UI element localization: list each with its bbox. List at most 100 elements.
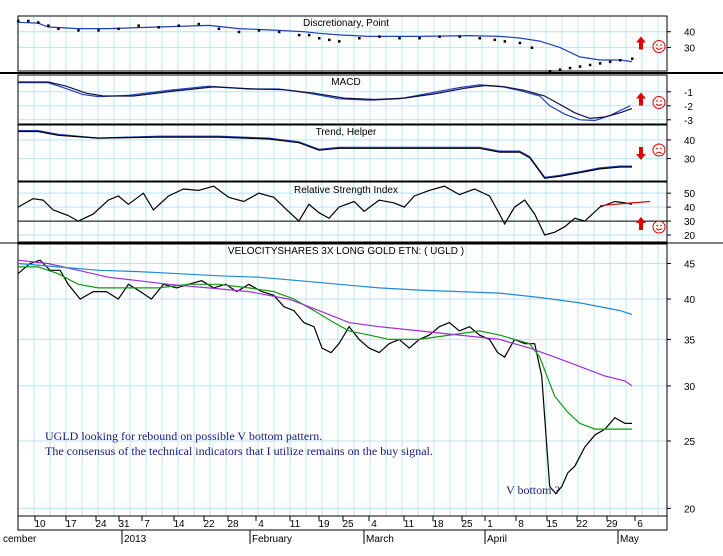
annotation-v-bottom: V bottom ? bbox=[506, 483, 560, 497]
data-point bbox=[17, 19, 20, 23]
x-month-label: 2013 bbox=[124, 534, 147, 545]
panel-frame bbox=[17, 15, 668, 72]
x-month-label: cember bbox=[3, 534, 37, 545]
x-tick-label: 4 bbox=[371, 519, 377, 530]
panel-title-rsi: Relative Strength Index bbox=[294, 185, 398, 196]
y-tick-label: 40 bbox=[684, 28, 696, 39]
data-point bbox=[297, 33, 301, 37]
data-point bbox=[37, 21, 40, 24]
panel-frame bbox=[17, 124, 668, 182]
y-tick-label: 45 bbox=[684, 259, 696, 270]
data-point bbox=[398, 37, 401, 40]
data-point bbox=[458, 35, 461, 38]
x-tick-label: 22 bbox=[576, 519, 588, 530]
data-point bbox=[307, 33, 311, 37]
x-tick-label: 19 bbox=[318, 519, 330, 530]
panel-title-price: VELOCITYSHARES 3X LONG GOLD ETN: ( UGLD … bbox=[228, 246, 464, 257]
x-month-label: March bbox=[366, 534, 394, 545]
up-arrow-icon bbox=[636, 36, 646, 50]
x-tick-label: 31 bbox=[118, 519, 130, 530]
y-tick-label: 35 bbox=[684, 335, 696, 346]
data-point bbox=[558, 68, 562, 71]
x-tick-label: 29 bbox=[606, 519, 618, 530]
data-point bbox=[77, 29, 80, 32]
series-line bbox=[18, 130, 632, 179]
up-arrow-icon bbox=[636, 217, 646, 230]
series-line bbox=[17, 262, 633, 316]
frame-layer bbox=[0, 15, 723, 544]
series-line bbox=[17, 259, 632, 495]
data-point bbox=[378, 35, 381, 38]
data-point bbox=[317, 37, 321, 40]
data-point bbox=[518, 41, 522, 45]
x-tick-label: 25 bbox=[342, 519, 354, 530]
data-point bbox=[237, 30, 241, 34]
data-point bbox=[358, 37, 361, 40]
x-tick-label: 14 bbox=[173, 519, 185, 530]
data-point bbox=[57, 27, 60, 31]
data-point bbox=[548, 70, 552, 73]
data-point bbox=[493, 38, 497, 42]
down-arrow-icon bbox=[636, 147, 646, 160]
x-month-label: May bbox=[620, 534, 639, 545]
data-point bbox=[338, 40, 341, 43]
y-tick-label: 40 bbox=[684, 203, 696, 214]
y-tick-label: -3 bbox=[684, 116, 693, 127]
x-tick-label: 8 bbox=[518, 519, 524, 530]
data-point bbox=[177, 24, 181, 27]
series-line bbox=[18, 82, 631, 122]
y-tick-label: 30 bbox=[684, 382, 696, 393]
x-tick-label: 24 bbox=[95, 519, 107, 530]
series-line bbox=[17, 185, 633, 236]
data-point bbox=[588, 63, 592, 67]
data-point bbox=[47, 24, 50, 27]
panel-frame bbox=[17, 181, 668, 243]
data-point bbox=[631, 57, 634, 60]
y-tick-label: 50 bbox=[684, 189, 696, 200]
y-tick-label: -2 bbox=[684, 102, 693, 113]
x-tick-label: 15 bbox=[546, 519, 558, 530]
data-point bbox=[157, 26, 160, 29]
data-point bbox=[197, 22, 201, 26]
series-layer bbox=[17, 19, 651, 495]
data-point bbox=[418, 37, 421, 40]
data-point bbox=[478, 37, 482, 40]
panel-frame bbox=[17, 74, 668, 125]
up-arrow-icon bbox=[636, 92, 646, 106]
panel-title-macd: MACD bbox=[331, 77, 360, 88]
data-point bbox=[530, 46, 534, 49]
series-line bbox=[18, 266, 632, 430]
series-line bbox=[17, 259, 633, 387]
x-tick-label: 7 bbox=[144, 519, 150, 530]
x-tick-label: 25 bbox=[461, 519, 473, 530]
y-tick-label: 25 bbox=[684, 437, 696, 448]
smiley-face-icon bbox=[652, 40, 666, 53]
data-point bbox=[598, 62, 602, 65]
data-point bbox=[97, 29, 100, 32]
series-line bbox=[17, 21, 633, 63]
x-tick-label: 11 bbox=[290, 519, 301, 530]
x-month-label: February bbox=[252, 534, 292, 545]
y-tick-label: 30 bbox=[684, 217, 696, 228]
smiley-face-icon bbox=[652, 220, 666, 234]
x-tick-label: 4 bbox=[258, 519, 264, 530]
x-tick-label: 17 bbox=[65, 519, 77, 530]
data-point bbox=[328, 38, 331, 42]
y-tick-label: 20 bbox=[684, 504, 696, 515]
data-point bbox=[503, 40, 507, 43]
data-point bbox=[117, 27, 120, 31]
annotation-line-2: The consensus of the technical indicator… bbox=[45, 444, 433, 458]
data-point bbox=[578, 65, 582, 68]
y-tick-label: 30 bbox=[684, 43, 696, 54]
x-tick-label: 18 bbox=[432, 519, 444, 530]
x-tick-label: 22 bbox=[203, 519, 215, 530]
y-tick-label: 30 bbox=[684, 155, 696, 166]
data-point bbox=[27, 19, 30, 23]
x-tick-label: 10 bbox=[34, 519, 46, 530]
signal-layer bbox=[636, 36, 666, 234]
y-tick-label: -1 bbox=[684, 88, 693, 99]
data-point bbox=[608, 60, 612, 64]
